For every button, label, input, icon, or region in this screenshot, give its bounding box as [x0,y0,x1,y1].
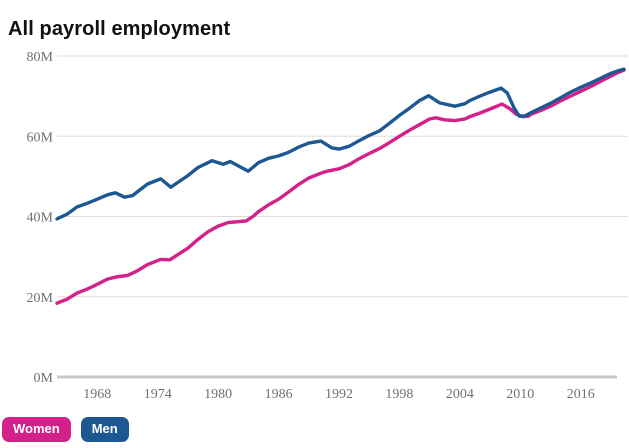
x-tick-label: 1986 [265,387,293,402]
y-tick-label: 80M [27,50,54,65]
chart-title: All payroll employment [8,18,231,41]
x-tick-label: 1974 [144,387,172,402]
legend-badge-men[interactable]: Men [80,417,129,442]
legend-badge-women[interactable]: Women [2,417,71,442]
y-tick-label: 60M [27,130,54,145]
x-axis-labels: 1968 1974 1980 1986 1992 1998 2004 2010 2016 [83,387,594,402]
y-tick-label: 0M [34,371,54,386]
x-tick-label: 1992 [325,387,353,402]
y-tick-label: 40M [27,211,54,226]
x-tick-label: 1998 [385,387,413,402]
series-line-men[interactable] [55,67,626,221]
x-tick-label: 2016 [567,387,595,402]
y-axis-labels: 0M 20M 40M 60M 80M [27,50,54,386]
y-tick-label: 20M [27,291,54,306]
gridlines [57,55,628,379]
legend: Women Men [2,417,129,442]
x-tick-label: 1968 [83,387,111,402]
x-tick-label: 2004 [446,387,474,402]
x-tick-label: 1980 [204,387,232,402]
x-tick-label: 2010 [506,387,534,402]
